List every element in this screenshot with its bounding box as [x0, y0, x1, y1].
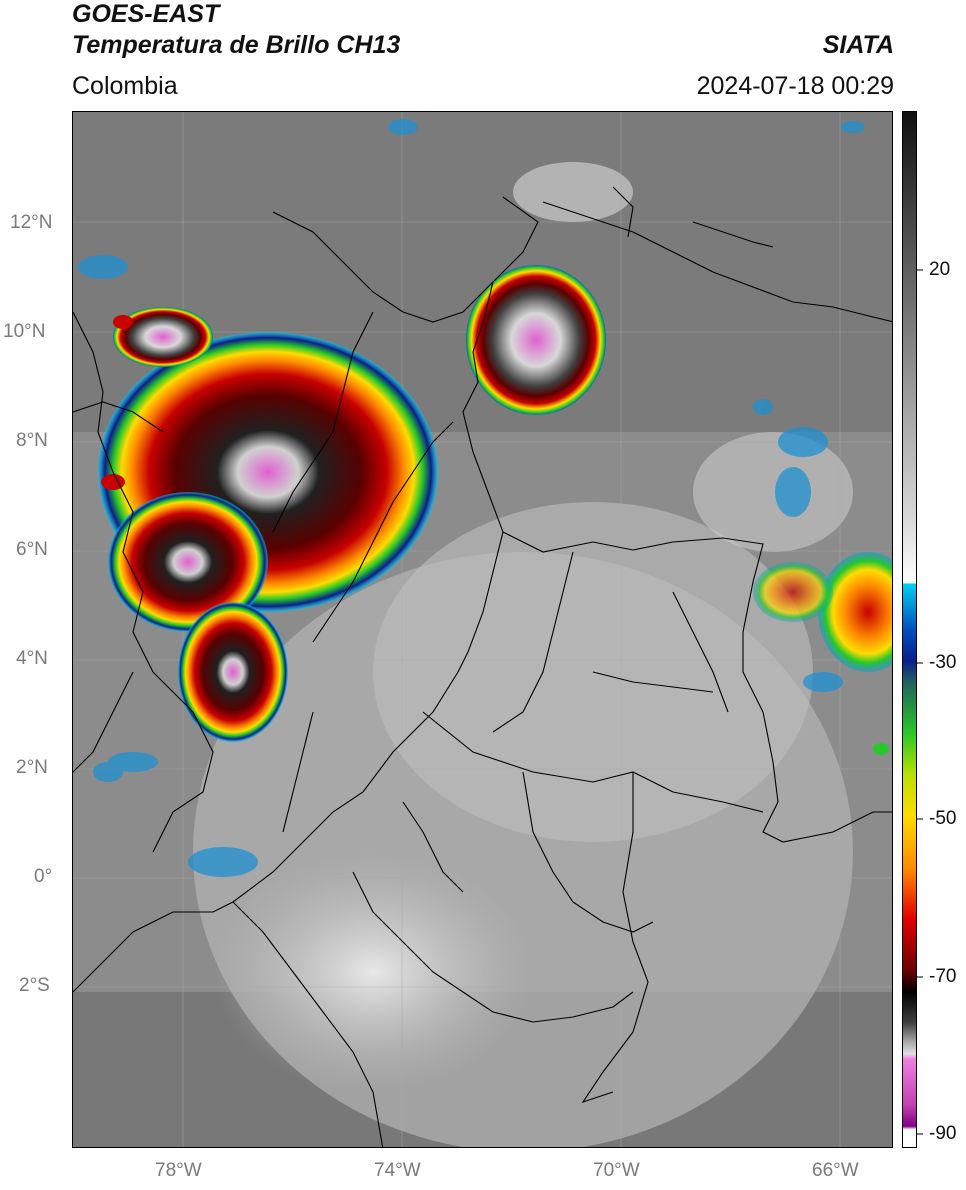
colorbar-tick-m70: -70	[929, 966, 957, 987]
colorbar-tick-20: 20	[929, 259, 951, 280]
lat-tick-10n: 10°N	[3, 321, 46, 342]
lat-tick-8n: 8°N	[16, 430, 48, 451]
lon-tick-74w: 74°W	[374, 1160, 421, 1181]
product-title: Temperatura de Brillo CH13	[72, 31, 401, 59]
datetime-label: 2024-07-18 00:29	[696, 72, 894, 100]
satellite-image	[73, 112, 892, 1147]
colorbar-tick-m50: -50	[929, 808, 957, 829]
lat-tick-12n: 12°N	[10, 212, 53, 233]
region-label: Colombia	[72, 72, 178, 100]
lat-tick-2s: 2°S	[19, 975, 50, 996]
satellite-map	[72, 111, 893, 1148]
colorbar-tick-m30: -30	[929, 652, 957, 673]
agency-label: SIATA	[822, 31, 894, 59]
lon-tick-70w: 70°W	[593, 1160, 640, 1181]
lon-tick-78w: 78°W	[155, 1160, 202, 1181]
lon-tick-66w: 66°W	[812, 1160, 859, 1181]
satellite-title: GOES-EAST	[72, 0, 220, 28]
lat-tick-0: 0°	[34, 866, 53, 887]
temperature-colorbar	[902, 111, 917, 1148]
colorbar-tick-marks	[917, 269, 923, 1135]
lat-tick-2n: 2°N	[16, 757, 48, 778]
lat-tick-6n: 6°N	[16, 539, 48, 560]
lat-tick-4n: 4°N	[16, 648, 48, 669]
colorbar-tick-m90: -90	[929, 1123, 957, 1144]
